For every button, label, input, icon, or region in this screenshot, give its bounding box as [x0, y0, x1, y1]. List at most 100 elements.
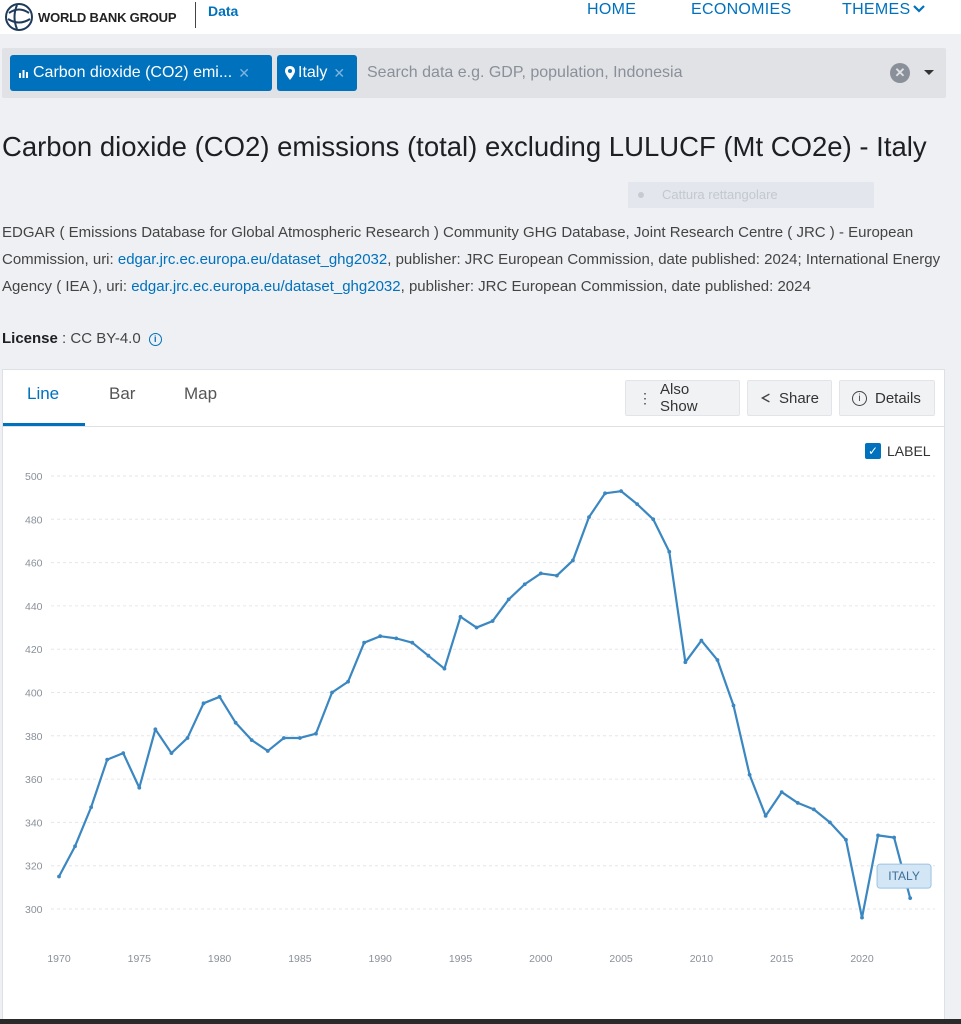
data-point: [571, 558, 575, 563]
logo-divider: [195, 2, 196, 28]
x-tick-label: 2020: [850, 953, 874, 965]
data-point: [201, 701, 206, 706]
nav-economies[interactable]: ECONOMIES: [691, 1, 792, 18]
data-point: [763, 814, 768, 818]
series-line: [58, 490, 912, 919]
section-label[interactable]: Data: [208, 3, 239, 19]
indicator-chip[interactable]: Carbon dioxide (CO2) emi... ✕: [10, 55, 272, 91]
license: License : CC BY-4.0 i: [2, 330, 162, 347]
x-tick-label: 2015: [770, 953, 794, 965]
license-label: License: [2, 330, 58, 347]
country-chip[interactable]: Italy ✕: [277, 55, 357, 91]
remove-chip-icon[interactable]: ✕: [333, 64, 346, 81]
x-tick-label: 1985: [288, 953, 312, 965]
search-input[interactable]: Search data e.g. GDP, population, Indone…: [367, 64, 683, 81]
data-point: [860, 915, 864, 920]
data-point: [795, 801, 800, 805]
checkbox-checked-icon[interactable]: ✓: [865, 443, 881, 459]
source-text: EDGAR ( Emissions Database for Global At…: [2, 219, 947, 300]
brand-name: WORLD BANK GROUP: [38, 9, 177, 25]
also-show-button[interactable]: ⋮ Also Show: [625, 380, 740, 416]
source-link[interactable]: edgar.jrc.ec.europa.eu/dataset_ghg2032: [117, 251, 388, 268]
license-value: : CC BY-4.0: [57, 330, 141, 347]
y-tick-label: 380: [25, 731, 43, 743]
clear-search-icon[interactable]: ✕: [890, 63, 910, 83]
data-point: [699, 638, 704, 643]
data-point: [217, 694, 222, 699]
info-circle-icon: i: [852, 390, 867, 406]
data-point: [908, 896, 913, 901]
nav-themes-label: THEMES: [842, 1, 911, 18]
data-point: [715, 658, 720, 662]
data-point: [330, 690, 334, 695]
more-vertical-icon: ⋮: [638, 389, 652, 406]
y-tick-label: 420: [25, 644, 43, 656]
top-bar: WORLD BANK GROUP Data HOME ECONOMIES THE…: [0, 0, 961, 34]
source-part: EDGAR ( Emissions Database for Global At…: [2, 224, 914, 268]
tab-bar[interactable]: Bar: [109, 384, 136, 403]
data-point: [474, 625, 479, 630]
source-link[interactable]: edgar.jrc.ec.europa.eu/dataset_ghg2032: [131, 278, 401, 295]
series-label-text: ITALY: [888, 869, 920, 883]
details-button[interactable]: i Details: [839, 380, 935, 416]
data-point: [378, 634, 383, 639]
data-point: [587, 515, 591, 520]
data-point: [876, 833, 880, 838]
data-point: [619, 489, 623, 494]
x-tick-label: 2005: [609, 953, 633, 965]
x-tick-label: 1975: [128, 953, 152, 965]
y-tick-label: 320: [25, 861, 43, 873]
capture-overlay: Cattura rettangolare: [628, 182, 874, 208]
data-point: [233, 720, 238, 725]
data-point: [346, 679, 350, 684]
also-show-label: Also Show: [660, 381, 698, 415]
tab-map[interactable]: Map: [184, 384, 218, 403]
x-tick-label: 1995: [449, 953, 473, 965]
details-label: Details: [875, 389, 921, 407]
series-label-box: [876, 863, 932, 889]
y-tick-label: 440: [25, 601, 43, 613]
data-point: [458, 614, 463, 619]
source-part: , publisher: JRC European Commission, da…: [2, 251, 941, 295]
data-point: [442, 666, 447, 671]
nav-themes[interactable]: THEMES: [842, 1, 926, 19]
data-point: [844, 837, 848, 842]
data-point: [522, 582, 527, 587]
bottom-strip: [0, 1019, 961, 1024]
data-point: [281, 736, 286, 740]
country-chip-label: Italy: [298, 64, 328, 81]
label-toggle[interactable]: ✓ LABEL: [865, 443, 931, 459]
share-label: Share: [778, 389, 819, 407]
data-point: [651, 517, 656, 522]
data-point: [683, 660, 688, 665]
tab-divider: [3, 426, 944, 427]
y-tick-label: 360: [25, 774, 43, 786]
data-point: [169, 751, 174, 756]
active-tab-indicator: [3, 423, 85, 426]
dropdown-caret-icon[interactable]: [924, 70, 934, 75]
data-point: [667, 549, 672, 554]
y-tick-label: 480: [25, 514, 43, 526]
y-tick-label: 500: [25, 471, 43, 483]
data-point: [747, 772, 752, 777]
share-button[interactable]: Share: [747, 380, 832, 416]
data-point: [554, 573, 559, 578]
data-point: [153, 727, 158, 732]
nav-home[interactable]: HOME: [587, 1, 637, 18]
tab-line[interactable]: Line: [27, 384, 60, 403]
data-point: [410, 640, 415, 645]
data-point: [57, 874, 61, 879]
data-point: [731, 703, 736, 708]
search-bar[interactable]: Carbon dioxide (CO2) emi... ✕ Italy ✕ Se…: [2, 48, 946, 98]
data-point: [538, 571, 543, 576]
y-tick-label: 340: [25, 817, 43, 829]
x-tick-label: 1990: [369, 953, 393, 965]
y-tick-label: 400: [25, 688, 43, 700]
remove-chip-icon[interactable]: ✕: [238, 64, 250, 81]
info-icon[interactable]: i: [148, 333, 162, 346]
chart-panel: Line Bar Map ⋮ Also Show Share i Details ✓…: [2, 369, 945, 1024]
logo[interactable]: WORLD BANK GROUP: [4, 2, 177, 32]
data-point: [426, 653, 431, 658]
overlay-dot-icon: [638, 192, 644, 198]
y-tick-label: 460: [25, 558, 43, 570]
